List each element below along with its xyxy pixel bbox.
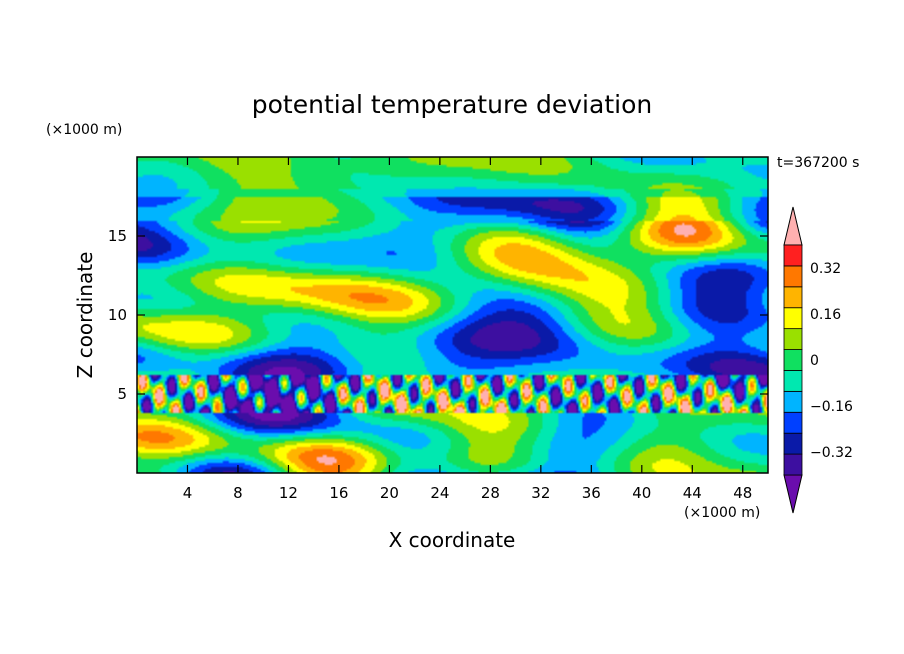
- colorbar-tick-label: −0.32: [810, 445, 853, 461]
- x-tick-label: 8: [233, 484, 243, 502]
- colorbar-band: [783, 370, 803, 392]
- colorbar-cap-max: [783, 206, 803, 246]
- colorbar-band: [783, 286, 803, 309]
- x-tick-label: 28: [481, 484, 500, 502]
- y-tick-label: 5: [117, 385, 127, 403]
- x-tick-label: 44: [683, 484, 702, 502]
- y-tick-label: 15: [108, 227, 127, 245]
- heatmap-image: [137, 157, 768, 473]
- colorbar-band: [783, 411, 803, 434]
- colorbar: 0.32 0.16 0 −0.16 −0.32: [783, 206, 853, 514]
- y-axis-label: Z coordinate: [73, 252, 97, 379]
- colorbar-tick-label: 0.32: [810, 261, 841, 277]
- x-axis-ticks: 4 8 12 16 20 24 28 32 36 40 44 48: [183, 157, 752, 502]
- colorbar-band: [783, 432, 803, 455]
- chart-title: potential temperature deviation: [252, 90, 652, 119]
- x-unit-label: (×1000 m): [684, 505, 760, 521]
- colorbar-band: [783, 244, 803, 267]
- x-tick-label: 32: [531, 484, 550, 502]
- colorbar-band: [783, 328, 803, 350]
- x-axis-label: X coordinate: [389, 528, 516, 552]
- colorbar-tick-label: −0.16: [810, 399, 853, 415]
- colorbar-band: [783, 349, 803, 371]
- x-tick-label: 36: [582, 484, 601, 502]
- y-unit-label: (×1000 m): [46, 122, 122, 138]
- y-tick-label: 10: [108, 306, 127, 324]
- colorbar-band: [783, 265, 803, 288]
- heatmap-field: [137, 157, 768, 473]
- x-tick-label: 40: [632, 484, 651, 502]
- x-tick-label: 16: [329, 484, 348, 502]
- x-tick-label: 12: [279, 484, 298, 502]
- x-tick-label: 24: [430, 484, 449, 502]
- colorbar-band: [783, 307, 803, 330]
- colorbar-band: [783, 453, 803, 476]
- colorbar-band: [783, 390, 803, 413]
- time-label: t=367200 s: [777, 155, 859, 171]
- x-tick-label: 20: [380, 484, 399, 502]
- colorbar-cap-min: [783, 474, 803, 514]
- x-tick-label: 48: [733, 484, 752, 502]
- colorbar-tick-label: 0: [810, 353, 819, 369]
- y-axis-ticks: 5 10 15: [108, 227, 768, 403]
- x-tick-label: 4: [183, 484, 193, 502]
- colorbar-tick-label: 0.16: [810, 307, 841, 323]
